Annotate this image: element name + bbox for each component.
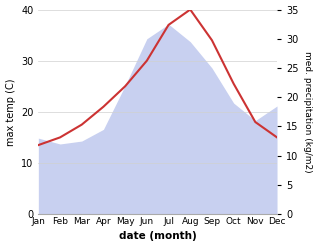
Y-axis label: max temp (C): max temp (C) [5, 78, 16, 145]
X-axis label: date (month): date (month) [119, 231, 197, 242]
Y-axis label: med. precipitation (kg/m2): med. precipitation (kg/m2) [303, 51, 313, 173]
